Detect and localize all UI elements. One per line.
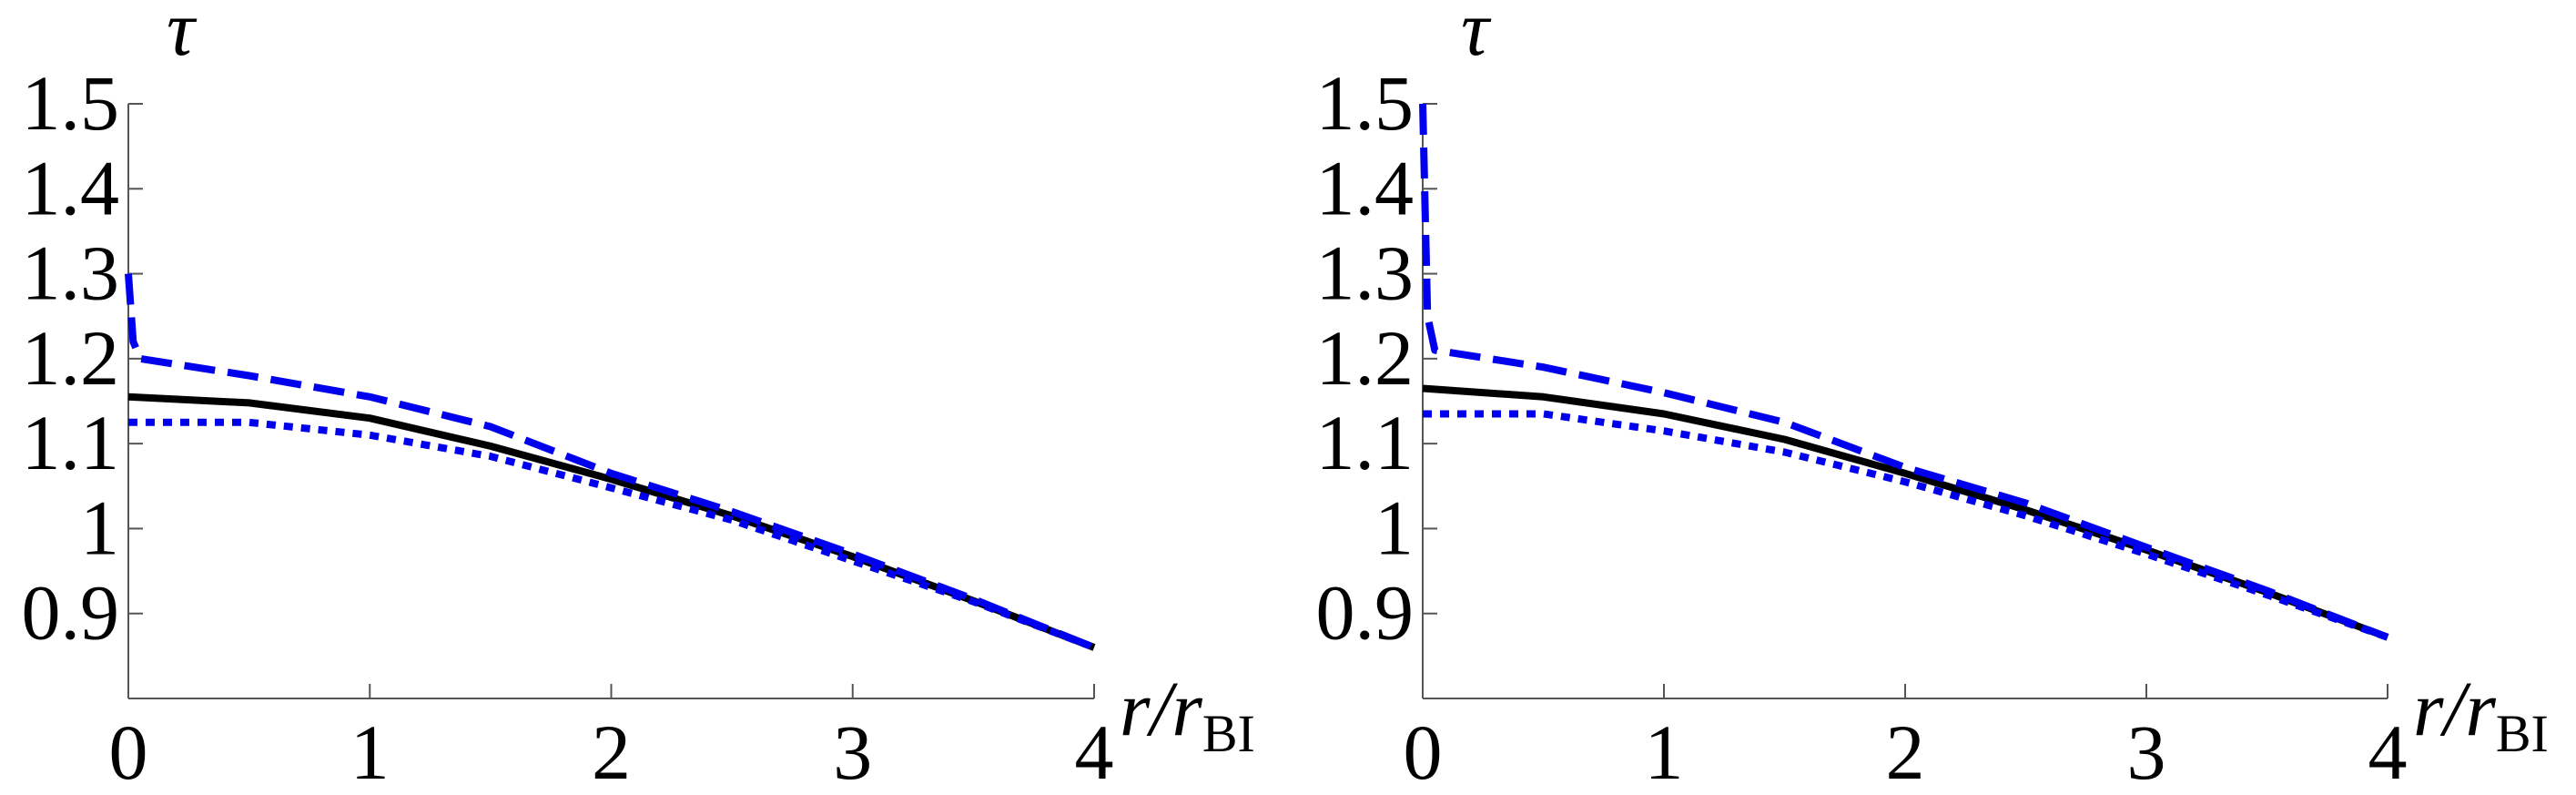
x-axis-label: r/rBI [1120,665,1255,763]
line-dotted [1423,410,2389,641]
y-tick-label: 1.2 [22,314,120,402]
x-axis-label-subscript: BI [1202,704,1255,763]
line-dotted [128,418,1096,651]
y-tick-label: 1.3 [1316,229,1415,317]
x-axis-label: r/rBI [2413,665,2549,763]
y-tick-label: 1 [80,484,119,571]
x-tick-label: 3 [833,708,872,795]
y-tick-label: 1.5 [1316,59,1415,147]
x-tick-label: 0 [109,708,148,795]
y-tick-label: 1.5 [22,59,120,147]
chart: 0.911.11.21.31.41.50 1 2 3 4τr/rBI [1316,0,2549,795]
y-tick-label: 1.1 [1316,399,1415,486]
line-solid [127,392,1096,651]
x-axis-label-subscript: BI [2496,704,2549,763]
x-tick-label: 3 [2127,708,2166,795]
x-tick-label: 0 [1404,708,1443,795]
y-tick-label: 1.1 [22,399,120,486]
y-tick-label: 1 [1374,484,1414,571]
y-tick-label: 0.9 [22,569,120,657]
x-tick-label: 2 [592,708,631,795]
x-axis-label-main: r/r [1120,665,1202,752]
x-tick-label: 4 [1075,708,1114,795]
y-tick-label: 0.9 [1316,569,1415,657]
x-tick-label: 1 [1645,708,1684,795]
chart: 0.911.11.21.31.41.50 1 2 3 4τr/rBI [22,0,1255,795]
y-tick-label: 1.4 [1316,144,1415,231]
x-tick-label: 4 [2368,708,2408,795]
y-tick-label: 1.3 [22,229,120,317]
y-tick-label: 1.2 [1316,314,1415,402]
line-dashed [1419,103,2389,641]
y-tick-label: 1.4 [22,144,120,231]
y-axis-label: τ [167,0,198,72]
line-dashed [125,273,1096,651]
line-solid [1422,384,2389,641]
y-axis-label: τ [1461,0,1492,72]
x-tick-label: 1 [350,708,390,795]
x-axis-label-main: r/r [2413,665,2496,752]
x-tick-label: 2 [1886,708,1925,795]
